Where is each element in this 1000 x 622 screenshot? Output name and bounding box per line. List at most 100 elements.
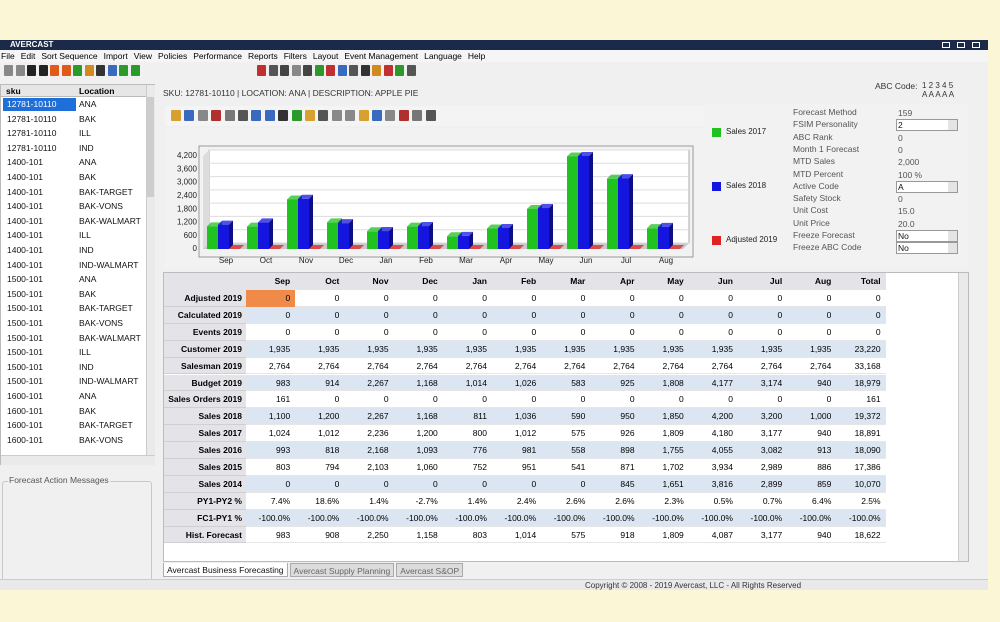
table-cell[interactable]: 0 (826, 309, 832, 320)
table-cell[interactable]: 859 (817, 478, 832, 489)
table-cell[interactable]: 1,168 (416, 411, 438, 422)
sku[interactable]: 1500-101 (7, 274, 43, 285)
table-cell[interactable]: 2,764 (613, 360, 635, 371)
menu-item[interactable]: Performance (193, 51, 242, 61)
table-cell[interactable]: 818 (325, 445, 340, 456)
table-cell[interactable]: 1,168 (416, 377, 438, 388)
table-cell[interactable]: 0 (629, 293, 635, 303)
table-cell[interactable]: 19,372 (854, 411, 881, 422)
sku[interactable]: 1600-101 (7, 391, 43, 401)
table-cell[interactable]: 0 (531, 293, 537, 303)
table-cell[interactable]: 0 (728, 394, 733, 405)
table-cell[interactable]: 1,651 (662, 478, 684, 489)
table-cell[interactable]: 3,816 (711, 478, 733, 489)
chart-tool-icon[interactable] (264, 110, 275, 121)
table-cell[interactable]: 17,386 (854, 462, 881, 472)
menu-item[interactable]: Help (467, 51, 486, 61)
table-cell[interactable]: 1,808 (662, 377, 684, 388)
location[interactable]: ANA (79, 99, 97, 109)
table-cell[interactable]: 1,935 (662, 343, 684, 354)
table-cell[interactable]: 803 (472, 529, 487, 540)
table-cell[interactable]: 1,935 (318, 343, 340, 354)
location[interactable]: ILL (79, 128, 91, 139)
table-cell[interactable]: 918 (620, 529, 635, 540)
table-cell[interactable]: 575 (571, 529, 586, 540)
table-cell[interactable]: 0 (482, 394, 487, 405)
table-cell[interactable]: 2,267 (367, 377, 389, 388)
menu-item[interactable]: Language (424, 51, 462, 61)
table-cell[interactable]: 558 (571, 445, 586, 456)
table-cell[interactable]: 0 (334, 478, 340, 489)
table-cell[interactable]: 18.6% (315, 495, 340, 506)
menu-item[interactable]: Edit (20, 51, 36, 61)
toolbar-icon[interactable] (50, 65, 59, 76)
table-cell[interactable]: 2,764 (760, 360, 783, 371)
table-cell[interactable]: 2,764 (514, 360, 537, 371)
table-cell[interactable]: 161 (276, 394, 291, 405)
table-cell[interactable]: 7.4% (270, 495, 291, 506)
table-cell[interactable]: 1,809 (662, 428, 684, 439)
table-cell[interactable]: 1,935 (564, 343, 586, 354)
sku[interactable]: 1500-101 (7, 376, 43, 387)
location[interactable]: IND-WALMART (79, 376, 139, 387)
chart-tool-icon[interactable] (425, 110, 436, 121)
table-cell[interactable]: 18,090 (854, 445, 881, 456)
table-cell[interactable]: 0 (531, 478, 537, 489)
table-cell[interactable]: 0 (777, 293, 783, 303)
table-cell[interactable]: 1,935 (367, 343, 389, 354)
chart-tool-icon[interactable] (238, 110, 248, 121)
table-cell[interactable]: 0 (580, 309, 586, 320)
table-cell[interactable]: 1,026 (514, 377, 537, 388)
table-cell[interactable]: 161 (866, 394, 881, 405)
table-cell[interactable]: 950 (620, 411, 635, 422)
table-cell[interactable]: 914 (325, 377, 340, 388)
table-cell[interactable]: 940 (817, 428, 832, 439)
table-cell[interactable]: -100.0% (701, 512, 733, 523)
table-cell[interactable]: 1,935 (760, 343, 783, 354)
menu-item[interactable]: Reports (247, 51, 278, 61)
toolbar-icon[interactable] (268, 65, 278, 76)
table-cell[interactable]: 1,012 (318, 428, 340, 439)
table-cell[interactable]: 0 (777, 394, 783, 405)
table-cell[interactable]: 1,935 (810, 343, 832, 354)
location[interactable]: ILL (79, 347, 91, 358)
info-value[interactable]: 2 (898, 120, 903, 131)
input-box[interactable] (896, 230, 958, 242)
table-cell[interactable]: 0 (679, 326, 684, 337)
table-cell[interactable]: 0 (679, 293, 684, 303)
table-cell[interactable]: 4,087 (711, 529, 733, 540)
table-cell[interactable]: 0 (728, 293, 733, 303)
location[interactable]: BAK-WALMART (79, 332, 141, 343)
table-cell[interactable]: 2,764 (564, 360, 586, 371)
location[interactable]: BAK (79, 405, 97, 416)
table-cell[interactable]: 2,764 (268, 360, 291, 371)
table-cell[interactable]: 1,012 (514, 428, 537, 439)
table-cell[interactable]: 1,935 (416, 343, 438, 354)
toolbar-icon[interactable] (73, 65, 82, 76)
sku[interactable]: 1500-101 (7, 347, 43, 358)
table-cell[interactable]: -100.0% (504, 512, 537, 523)
toolbar-icon[interactable] (291, 65, 301, 76)
table-cell[interactable]: 0 (285, 326, 291, 337)
location[interactable]: BAK (79, 172, 97, 182)
sku[interactable]: 1400-101 (7, 215, 43, 226)
table-cell[interactable]: 1,200 (318, 411, 340, 422)
toolbar-icon[interactable] (4, 65, 13, 76)
table-cell[interactable]: 0.7% (762, 495, 783, 506)
table-cell[interactable]: 0 (728, 326, 733, 337)
location[interactable]: BAK-TARGET (79, 303, 133, 314)
spin-button[interactable] (948, 243, 957, 254)
location[interactable]: ANA (79, 391, 97, 401)
chart-tool-icon[interactable] (251, 110, 262, 121)
table-cell[interactable]: 18,891 (854, 428, 881, 439)
chart-tool-icon[interactable] (211, 110, 222, 121)
location[interactable]: BAK-TARGET (79, 186, 133, 197)
sku[interactable]: 1600-101 (7, 420, 43, 431)
table-cell[interactable]: 1,014 (465, 377, 487, 388)
close-button[interactable] (972, 42, 980, 48)
table-cell[interactable]: 1,935 (514, 343, 537, 354)
location[interactable]: BAK-VONS (79, 201, 123, 212)
menu-item[interactable]: Import (103, 51, 128, 61)
table-cell[interactable]: 811 (473, 411, 487, 422)
sku[interactable]: 1500-101 (7, 332, 43, 343)
